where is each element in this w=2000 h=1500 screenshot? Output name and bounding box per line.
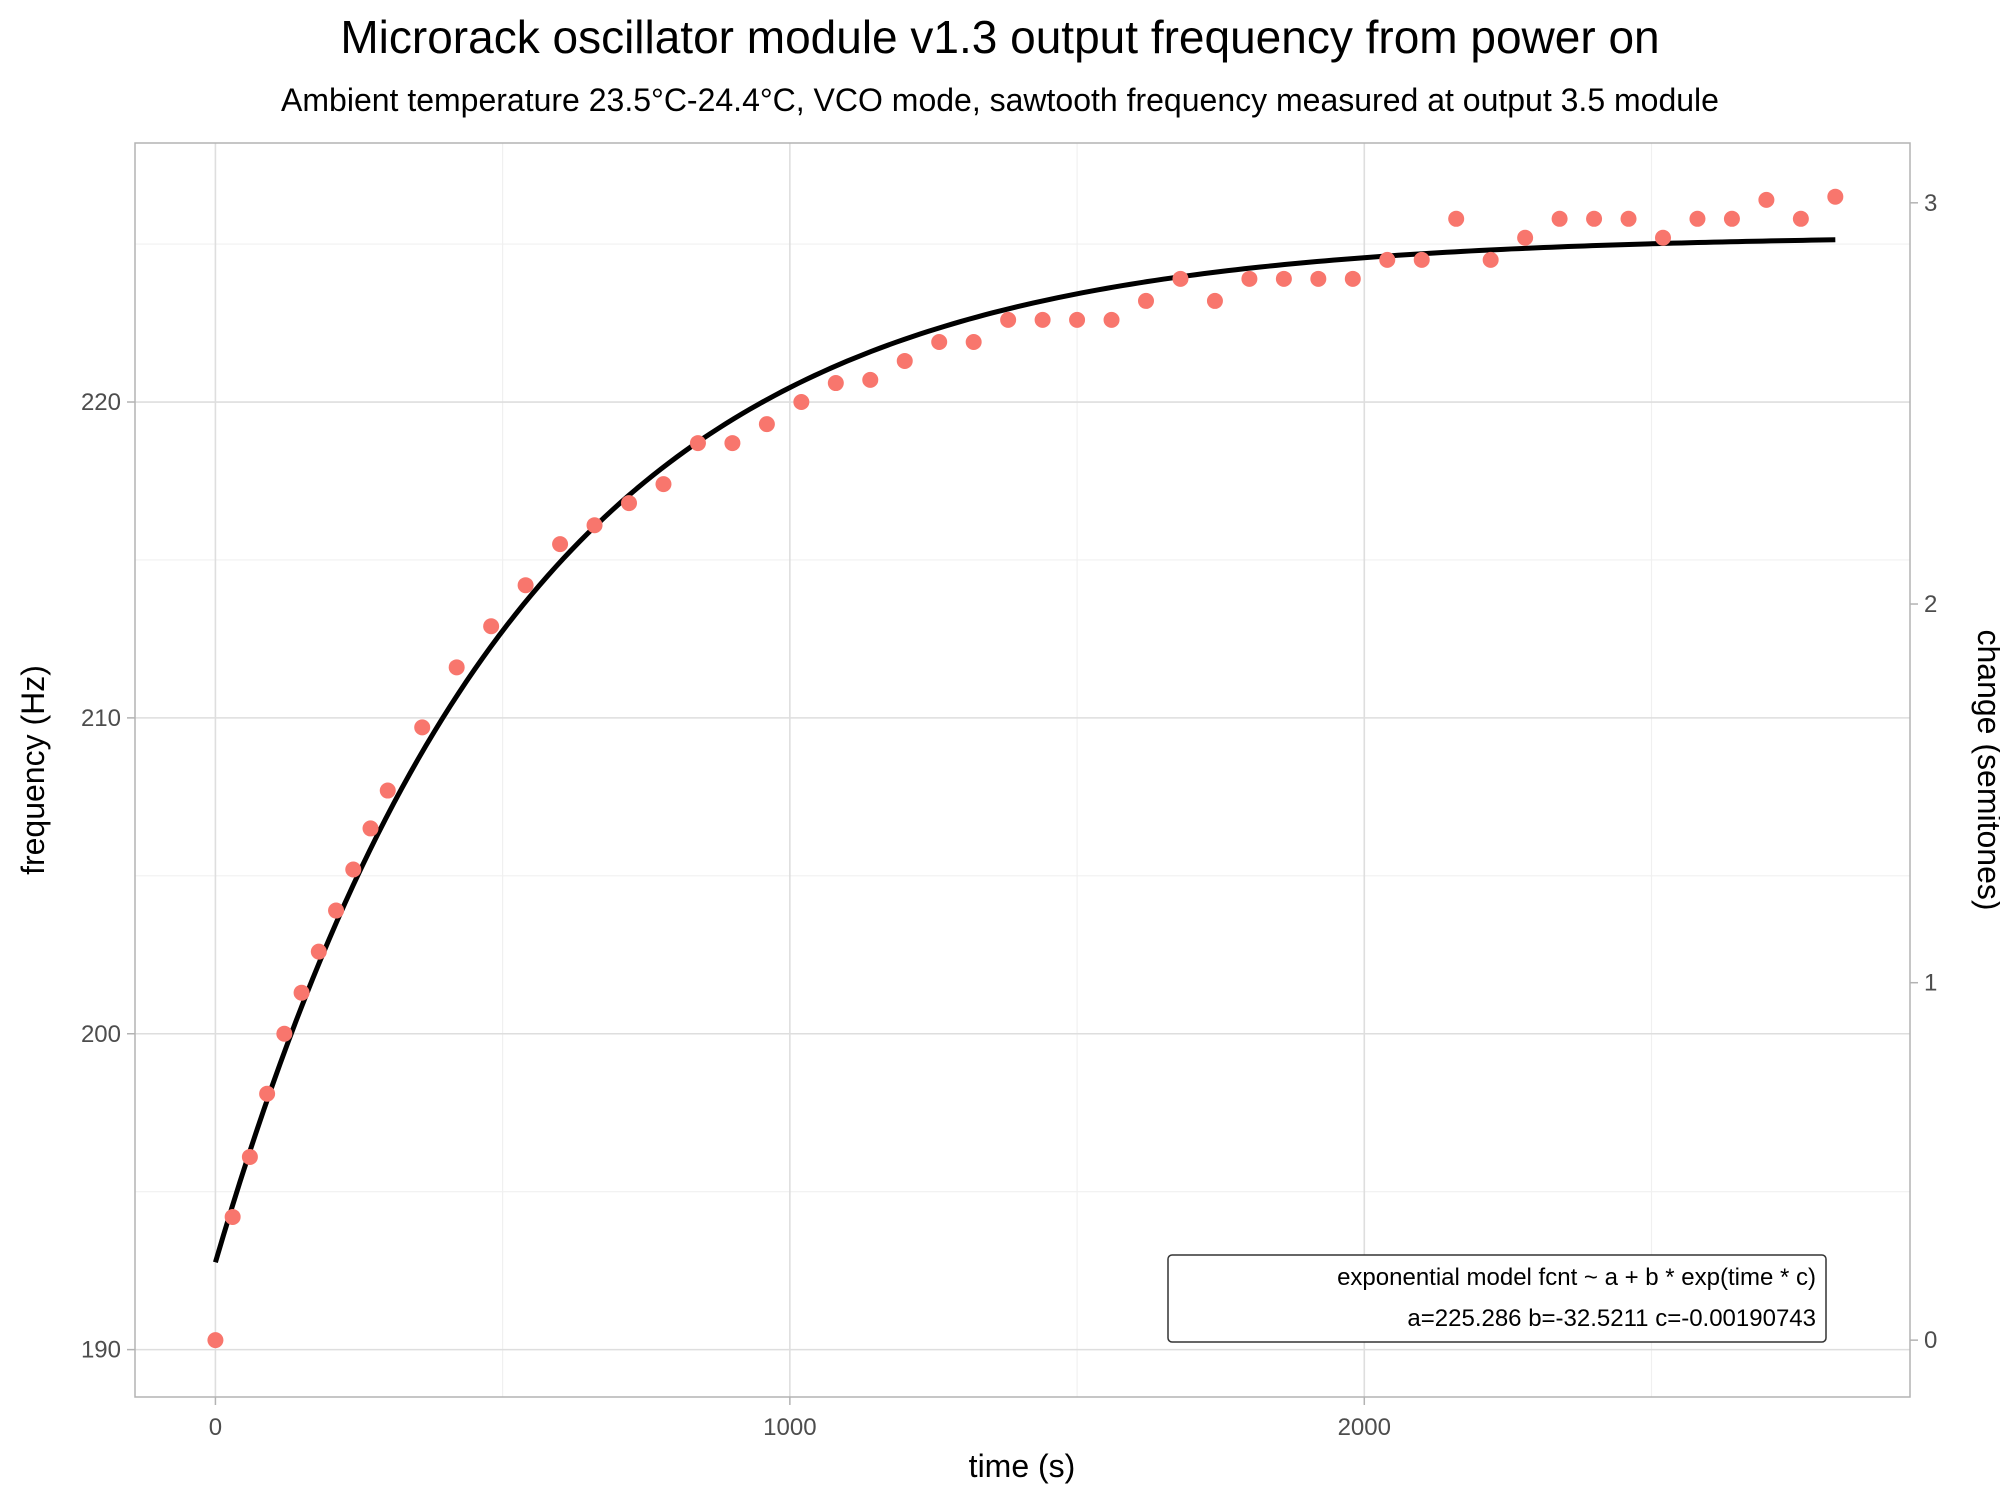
data-point [586,517,603,534]
data-point [931,333,948,350]
data-point [224,1208,241,1225]
annotation-model-label: exponential model fcnt ~ a + b * exp(tim… [1337,1264,1816,1291]
y2-tick-label: 2 [1924,591,1937,618]
data-point [1448,210,1465,227]
data-point [328,902,345,919]
data-point [448,659,465,676]
data-point [207,1332,224,1349]
y-tick-label: 190 [81,1337,121,1364]
y-axis-title: frequency (Hz) [15,665,51,875]
data-point [483,618,500,635]
data-point [1689,210,1706,227]
y-tick-label: 210 [81,705,121,732]
data-point [1138,292,1155,309]
y2-tick-label: 1 [1924,970,1937,997]
chart-subtitle: Ambient temperature 23.5°C-24.4°C, VCO m… [281,82,1719,118]
data-point [1654,229,1671,246]
data-point [241,1148,258,1165]
fit-curve [213,237,1836,1264]
data-point [310,943,327,960]
data-point [552,536,569,553]
data-point [1069,311,1086,328]
data-points [207,188,1844,1349]
axis-ticks [127,202,1918,1405]
data-point [689,435,706,452]
y2-tick-label: 3 [1924,190,1937,217]
data-point [1413,251,1430,268]
data-point [517,577,534,594]
data-point [793,394,810,411]
data-point [827,375,844,392]
data-point [1792,210,1809,227]
x-tick-label: 0 [209,1414,222,1441]
y2-tick-label: 0 [1924,1327,1937,1354]
data-point [1827,188,1844,205]
data-point [414,719,431,736]
data-point [1723,210,1740,227]
major-gridlines [135,143,1910,1397]
data-point [1517,229,1534,246]
data-point [293,984,310,1001]
data-point [896,352,913,369]
data-point [1620,210,1637,227]
data-point [1551,210,1568,227]
data-point [621,495,638,512]
x-tick-label: 2000 [1338,1414,1391,1441]
x-axis-title: time (s) [969,1448,1076,1484]
annotation-box [1167,1254,1827,1343]
annotation-model-params: a=225.286 b=-32.5211 c=-0.00190743 [1407,1305,1816,1332]
data-point [1103,311,1120,328]
data-point [1241,270,1258,287]
data-point [1344,270,1361,287]
data-point [965,333,982,350]
data-point [1482,251,1499,268]
data-point [1000,311,1017,328]
data-point [276,1025,293,1042]
data-point [1206,292,1223,309]
data-point [259,1085,276,1102]
plot-panel [135,143,1910,1397]
data-point [1034,311,1051,328]
data-point [1172,270,1189,287]
data-point [1310,270,1327,287]
data-point [362,820,379,837]
data-point [379,782,396,799]
y2-axis-title: change (semitones) [1971,629,2000,910]
data-point [1379,251,1396,268]
data-point [758,416,775,433]
data-point [862,371,879,388]
data-point [655,476,672,493]
data-point [1758,191,1775,208]
chart-title: Microrack oscillator module v1.3 output … [340,11,1660,63]
data-point [724,435,741,452]
x-tick-label: 1000 [763,1414,816,1441]
tick-labels: 0 1000 2000 190 200 210 220 0 1 2 3 [81,190,1937,1441]
data-point [1275,270,1292,287]
plot-border [134,142,1911,1398]
y-tick-label: 220 [81,389,121,416]
model-annotation: exponential model fcnt ~ a + b * exp(tim… [1167,1254,1827,1343]
data-point [345,861,362,878]
data-point [1586,210,1603,227]
y-tick-label: 200 [81,1021,121,1048]
